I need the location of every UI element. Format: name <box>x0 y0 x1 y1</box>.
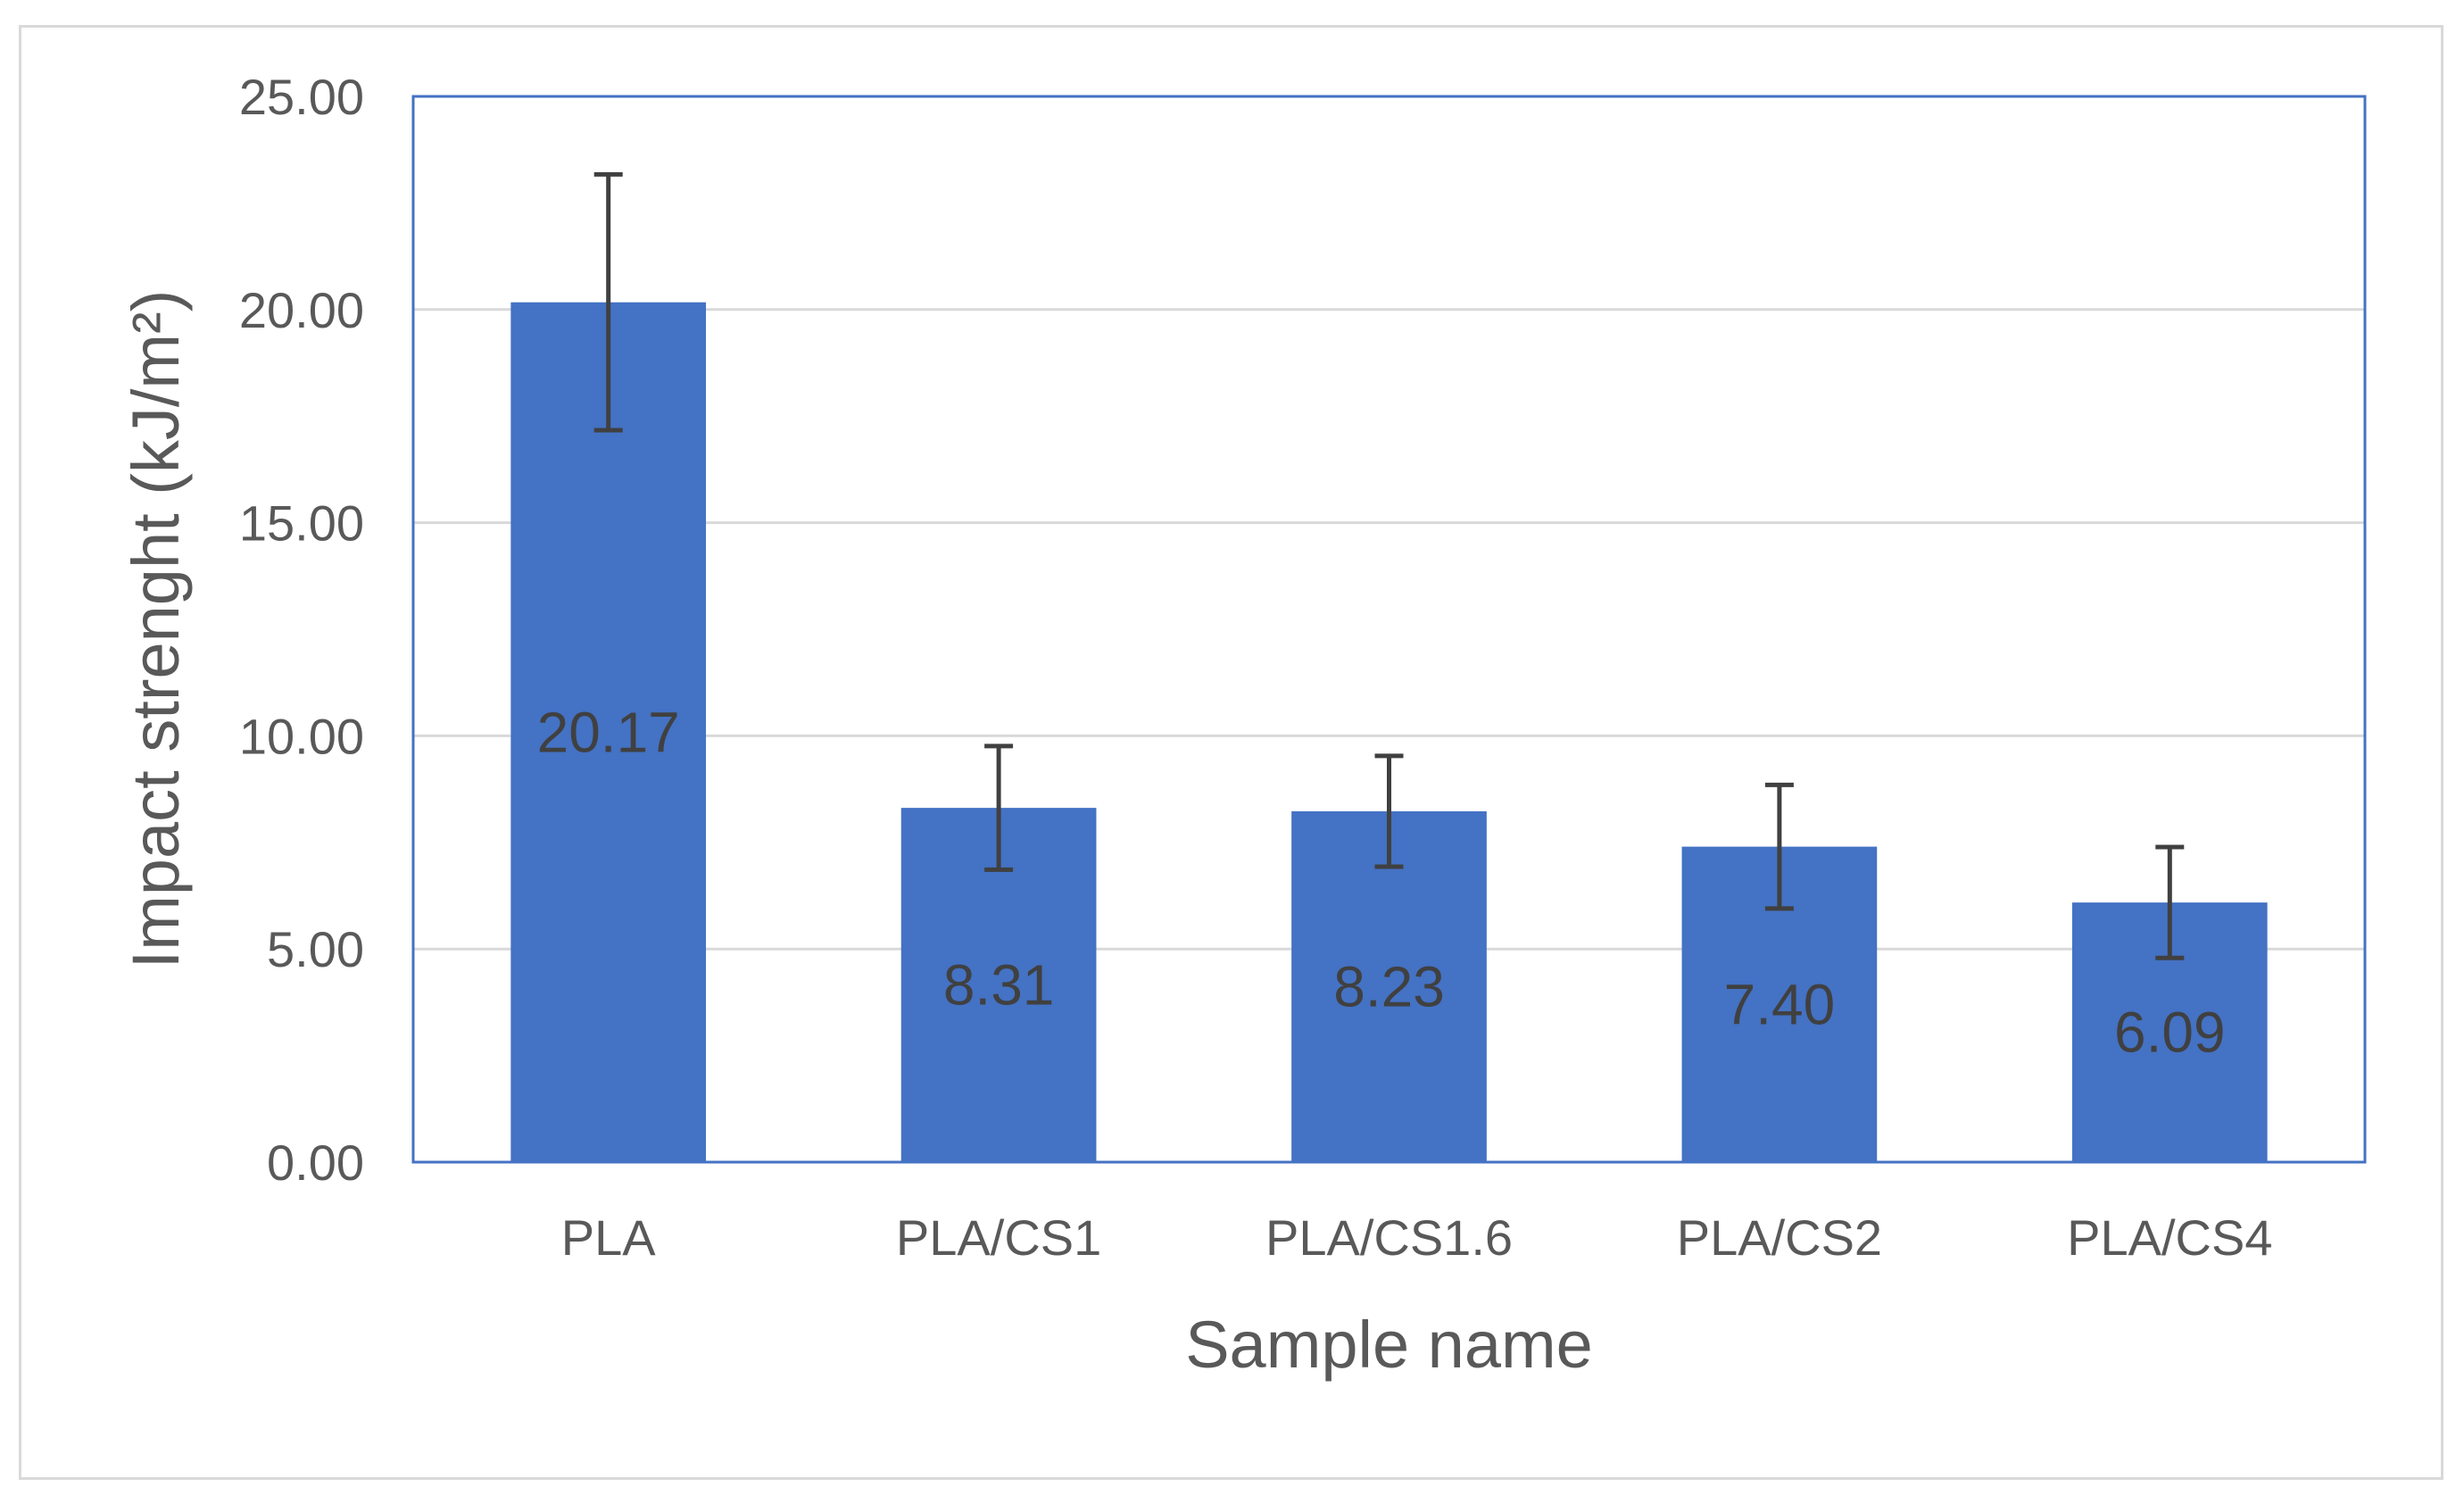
y-tick-label: 0.00 <box>267 1134 364 1191</box>
y-axis-title: Impact strenght (kJ/m²) <box>119 290 193 969</box>
data-label: 7.40 <box>1724 972 1836 1036</box>
bar <box>510 302 707 1162</box>
x-tick-label: PLA <box>561 1209 656 1266</box>
x-tick-label: PLA/CS1.6 <box>1265 1209 1513 1266</box>
data-label: 20.17 <box>537 700 680 764</box>
error-bars <box>593 171 2185 960</box>
y-tick-label: 25.00 <box>239 69 364 125</box>
plot-area-border <box>411 95 2367 1164</box>
x-axis-ticks: PLA PLA/CS1 PLA/CS1.6 PLA/CS2 PLA/CS4 <box>561 1209 2273 1266</box>
error-bar <box>1764 782 1794 911</box>
bars <box>510 302 2268 1162</box>
data-label: 8.31 <box>943 953 1055 1018</box>
y-tick-label: 20.00 <box>239 282 364 338</box>
y-axis-ticks: 0.00 5.00 10.00 15.00 20.00 25.00 <box>239 69 364 1191</box>
y-tick-label: 10.00 <box>239 708 364 764</box>
error-bar <box>1374 753 1404 869</box>
error-bar <box>984 744 1014 872</box>
error-bar <box>593 171 623 433</box>
error-bar <box>2155 844 2185 960</box>
data-label: 6.09 <box>2114 1001 2226 1065</box>
x-axis-title: Sample name <box>1185 1308 1593 1382</box>
chart-frame <box>19 25 2443 1480</box>
data-labels: 20.17 8.31 8.23 7.40 6.09 <box>537 700 2226 1064</box>
data-label: 8.23 <box>1333 954 1445 1018</box>
bar <box>1291 810 1487 1162</box>
x-tick-label: PLA/CS2 <box>1677 1209 1882 1266</box>
x-tick-label: PLA/CS4 <box>2067 1209 2272 1266</box>
x-tick-label: PLA/CS1 <box>896 1209 1101 1266</box>
y-tick-label: 5.00 <box>267 921 364 977</box>
y-tick-label: 15.00 <box>239 495 364 552</box>
